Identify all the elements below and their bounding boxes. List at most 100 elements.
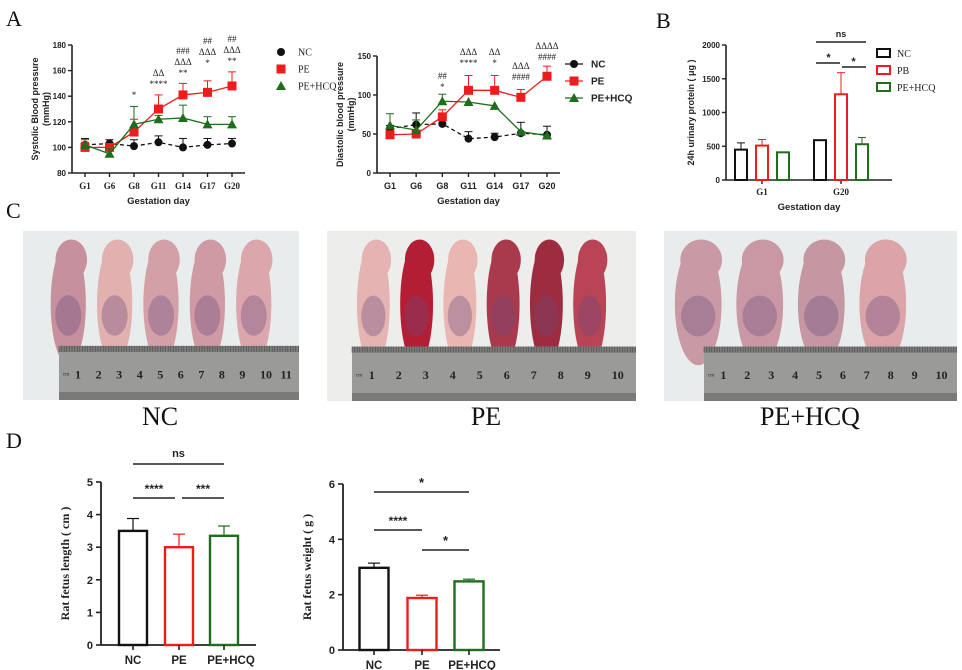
data-point bbox=[202, 119, 213, 129]
ruler-number: 1 bbox=[369, 368, 375, 382]
fetus-head bbox=[55, 239, 88, 281]
ruler-number: 7 bbox=[198, 367, 204, 381]
fetus-head bbox=[680, 239, 723, 281]
data-point bbox=[411, 125, 422, 135]
x-tick-label: PE+HCQ bbox=[448, 660, 496, 670]
y-tick-label: 100 bbox=[358, 91, 372, 100]
y-tick-label: 2 bbox=[329, 590, 335, 602]
ruler bbox=[59, 345, 299, 400]
ruler-number: 7 bbox=[864, 368, 870, 382]
fetus-abdomen bbox=[680, 295, 716, 337]
data-point bbox=[463, 97, 474, 107]
y-tick-label: 140 bbox=[53, 92, 67, 101]
significance-annotation: ΔΔΔ bbox=[199, 47, 217, 57]
y-tick-label: 5 bbox=[87, 477, 93, 489]
x-tick-label: G20 bbox=[224, 181, 241, 191]
significance-annotation: ΔΔΔ bbox=[223, 45, 241, 55]
ruler-number: 8 bbox=[558, 368, 564, 382]
significance-annotation: * bbox=[440, 82, 445, 92]
ruler-number: 5 bbox=[157, 367, 163, 381]
bar-pe bbox=[406, 596, 438, 652]
photo-illustration: cm 1 2 3 4 5 6 7 8 9 10 bbox=[327, 231, 636, 401]
ruler-number: 9 bbox=[912, 368, 918, 382]
data-point bbox=[437, 96, 448, 106]
legend-label: PE bbox=[298, 65, 310, 76]
significance-annotation: ΔΔΔΔ bbox=[535, 41, 558, 51]
significance-label: **** bbox=[389, 514, 408, 528]
legend-marker-nc bbox=[570, 60, 578, 68]
significance-label: * bbox=[851, 56, 856, 68]
diastolic-chart: 0 50 100 150 G1 G6 G8 G11 G14 G17 G20 Gestation day… bbox=[335, 41, 633, 207]
significance-label: ns bbox=[172, 448, 185, 460]
photo-illustration: cm 1 2 3 4 5 6 7 8 9 10 11 bbox=[23, 231, 299, 400]
bar-nc bbox=[813, 139, 827, 182]
photo-caption-pe-hcq: PE+HCQ bbox=[760, 402, 860, 431]
ruler-top-scale bbox=[352, 346, 636, 353]
y-axis-title-line2: (mmHg) bbox=[346, 98, 356, 132]
legend-label: PE+HCQ bbox=[591, 94, 633, 105]
bar-pe-hcq bbox=[453, 580, 485, 652]
legend-label: NC bbox=[591, 60, 605, 71]
fetus-head bbox=[577, 239, 608, 281]
y-axis-title-line2: (mmHg) bbox=[41, 92, 51, 126]
legend-label: PE+HCQ bbox=[897, 83, 936, 94]
data-point bbox=[464, 134, 473, 143]
data-point bbox=[203, 140, 212, 149]
legend-label: NC bbox=[298, 48, 312, 59]
ruler-number: 6 bbox=[840, 368, 846, 382]
fetus-head bbox=[491, 239, 521, 281]
fetus-abdomen bbox=[742, 295, 777, 337]
legend-marker-pe bbox=[569, 76, 579, 86]
ruler-number: 9 bbox=[239, 367, 245, 381]
x-tick-label: G1 bbox=[756, 187, 768, 197]
significance-annotation: * bbox=[132, 90, 137, 100]
fetus-abdomen bbox=[148, 295, 174, 336]
significance-label: * bbox=[419, 475, 425, 490]
fetus-abdomen bbox=[101, 295, 128, 336]
fetus bbox=[736, 239, 784, 366]
bar-nc bbox=[358, 566, 390, 652]
data-point bbox=[464, 85, 473, 95]
data-point bbox=[542, 130, 552, 140]
x-tick-label: PE bbox=[171, 655, 187, 667]
y-axis-title: Rat fetus weight ( g ) bbox=[300, 514, 314, 620]
ruler-top-scale bbox=[59, 345, 299, 352]
significance-annotation: ΔΔ bbox=[489, 47, 501, 57]
x-tick-label: PE+HCQ bbox=[207, 655, 255, 667]
fetus bbox=[236, 239, 273, 365]
ruler-unit: cm bbox=[708, 374, 714, 379]
significance-label: ns bbox=[836, 29, 847, 39]
y-tick-label: 100 bbox=[53, 143, 67, 152]
fetus-head bbox=[448, 239, 478, 281]
data-point bbox=[490, 133, 499, 142]
fetus bbox=[97, 239, 134, 365]
fetus-head bbox=[194, 239, 227, 281]
y-tick-label: 3 bbox=[87, 542, 93, 554]
significance-label: * bbox=[443, 533, 449, 548]
photo-caption-nc: NC bbox=[141, 402, 179, 431]
series-nc bbox=[386, 112, 551, 143]
series-nc bbox=[81, 135, 236, 152]
ruler-number: 5 bbox=[477, 368, 483, 382]
fetus-head bbox=[404, 239, 435, 281]
fetus bbox=[50, 239, 88, 365]
data-point bbox=[80, 139, 90, 149]
y-tick-label: 0 bbox=[329, 645, 335, 657]
data-point bbox=[438, 119, 447, 128]
data-point bbox=[154, 138, 163, 147]
y-tick-label: 0 bbox=[367, 169, 372, 178]
legend-label: PE+HCQ bbox=[298, 82, 337, 93]
ruler-number: 7 bbox=[531, 368, 537, 382]
y-tick-label: 80 bbox=[57, 169, 66, 178]
fetus-head bbox=[864, 239, 907, 281]
ruler-number: 10 bbox=[260, 367, 272, 381]
legend-swatch bbox=[876, 65, 891, 75]
significance-annotation: ## bbox=[228, 34, 238, 44]
ruler-number: 4 bbox=[792, 368, 798, 382]
fetus bbox=[486, 239, 521, 366]
bar-pe bbox=[163, 545, 195, 647]
fetus-head bbox=[803, 239, 846, 281]
legend-marker-pe-hcq bbox=[569, 93, 579, 102]
fetus bbox=[400, 239, 435, 366]
x-tick-label: G8 bbox=[128, 181, 140, 191]
